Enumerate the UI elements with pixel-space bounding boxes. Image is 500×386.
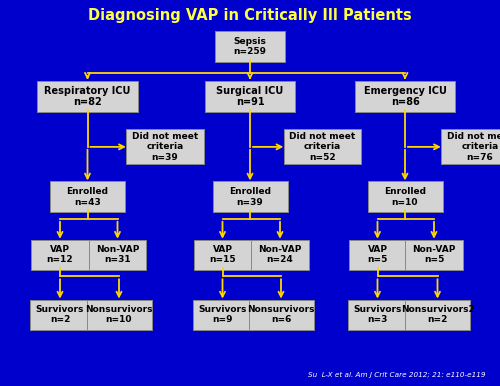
FancyBboxPatch shape xyxy=(284,129,361,164)
Text: Diagnosing VAP in Critically Ill Patients: Diagnosing VAP in Critically Ill Patient… xyxy=(88,8,412,23)
Text: Survivors
n=2: Survivors n=2 xyxy=(36,305,84,324)
Text: Non-VAP
n=31: Non-VAP n=31 xyxy=(96,245,139,264)
FancyBboxPatch shape xyxy=(405,240,463,270)
FancyBboxPatch shape xyxy=(348,300,408,330)
FancyBboxPatch shape xyxy=(50,181,125,212)
FancyBboxPatch shape xyxy=(368,181,442,212)
Text: Did not meet
criteria
n=76: Did not meet criteria n=76 xyxy=(447,132,500,162)
Text: Non-VAP
n=24: Non-VAP n=24 xyxy=(258,245,302,264)
Text: Enrolled
n=39: Enrolled n=39 xyxy=(229,187,271,207)
Text: Emergency ICU
n=86: Emergency ICU n=86 xyxy=(364,86,446,107)
Text: Nonsurvivors
n=10: Nonsurvivors n=10 xyxy=(85,305,153,324)
Text: VAP
n=5: VAP n=5 xyxy=(368,245,388,264)
FancyBboxPatch shape xyxy=(194,240,251,270)
FancyBboxPatch shape xyxy=(212,181,288,212)
Text: Surgical ICU
n=91: Surgical ICU n=91 xyxy=(216,86,284,107)
FancyBboxPatch shape xyxy=(30,300,90,330)
FancyBboxPatch shape xyxy=(442,129,500,164)
FancyBboxPatch shape xyxy=(349,240,406,270)
FancyBboxPatch shape xyxy=(126,129,204,164)
Text: Nonsurvivors2
n=2: Nonsurvivors2 n=2 xyxy=(400,305,474,324)
FancyBboxPatch shape xyxy=(38,81,138,112)
FancyBboxPatch shape xyxy=(31,240,89,270)
Text: Enrolled
n=10: Enrolled n=10 xyxy=(384,187,426,207)
Text: Enrolled
n=43: Enrolled n=43 xyxy=(66,187,108,207)
Text: Respiratory ICU
n=82: Respiratory ICU n=82 xyxy=(44,86,130,107)
FancyBboxPatch shape xyxy=(252,240,309,270)
FancyBboxPatch shape xyxy=(205,81,295,112)
FancyBboxPatch shape xyxy=(215,31,285,62)
FancyBboxPatch shape xyxy=(89,240,146,270)
Text: Non-VAP
n=5: Non-VAP n=5 xyxy=(412,245,456,264)
Text: VAP
n=12: VAP n=12 xyxy=(46,245,74,264)
FancyBboxPatch shape xyxy=(192,300,252,330)
FancyBboxPatch shape xyxy=(248,300,314,330)
FancyBboxPatch shape xyxy=(86,300,152,330)
Text: Survivors
n=9: Survivors n=9 xyxy=(198,305,246,324)
Text: Nonsurvivors
n=6: Nonsurvivors n=6 xyxy=(247,305,315,324)
Text: Did not meet
criteria
n=39: Did not meet criteria n=39 xyxy=(132,132,198,162)
Text: VAP
n=15: VAP n=15 xyxy=(209,245,236,264)
Text: Did not meet
criteria
n=52: Did not meet criteria n=52 xyxy=(290,132,356,162)
FancyBboxPatch shape xyxy=(405,300,470,330)
Text: Sepsis
n=259: Sepsis n=259 xyxy=(234,37,266,56)
Text: Su  L-X et al. Am J Crit Care 2012; 21: e110-e119: Su L-X et al. Am J Crit Care 2012; 21: e… xyxy=(308,371,485,378)
FancyBboxPatch shape xyxy=(355,81,455,112)
Text: Survivors
n=3: Survivors n=3 xyxy=(354,305,402,324)
